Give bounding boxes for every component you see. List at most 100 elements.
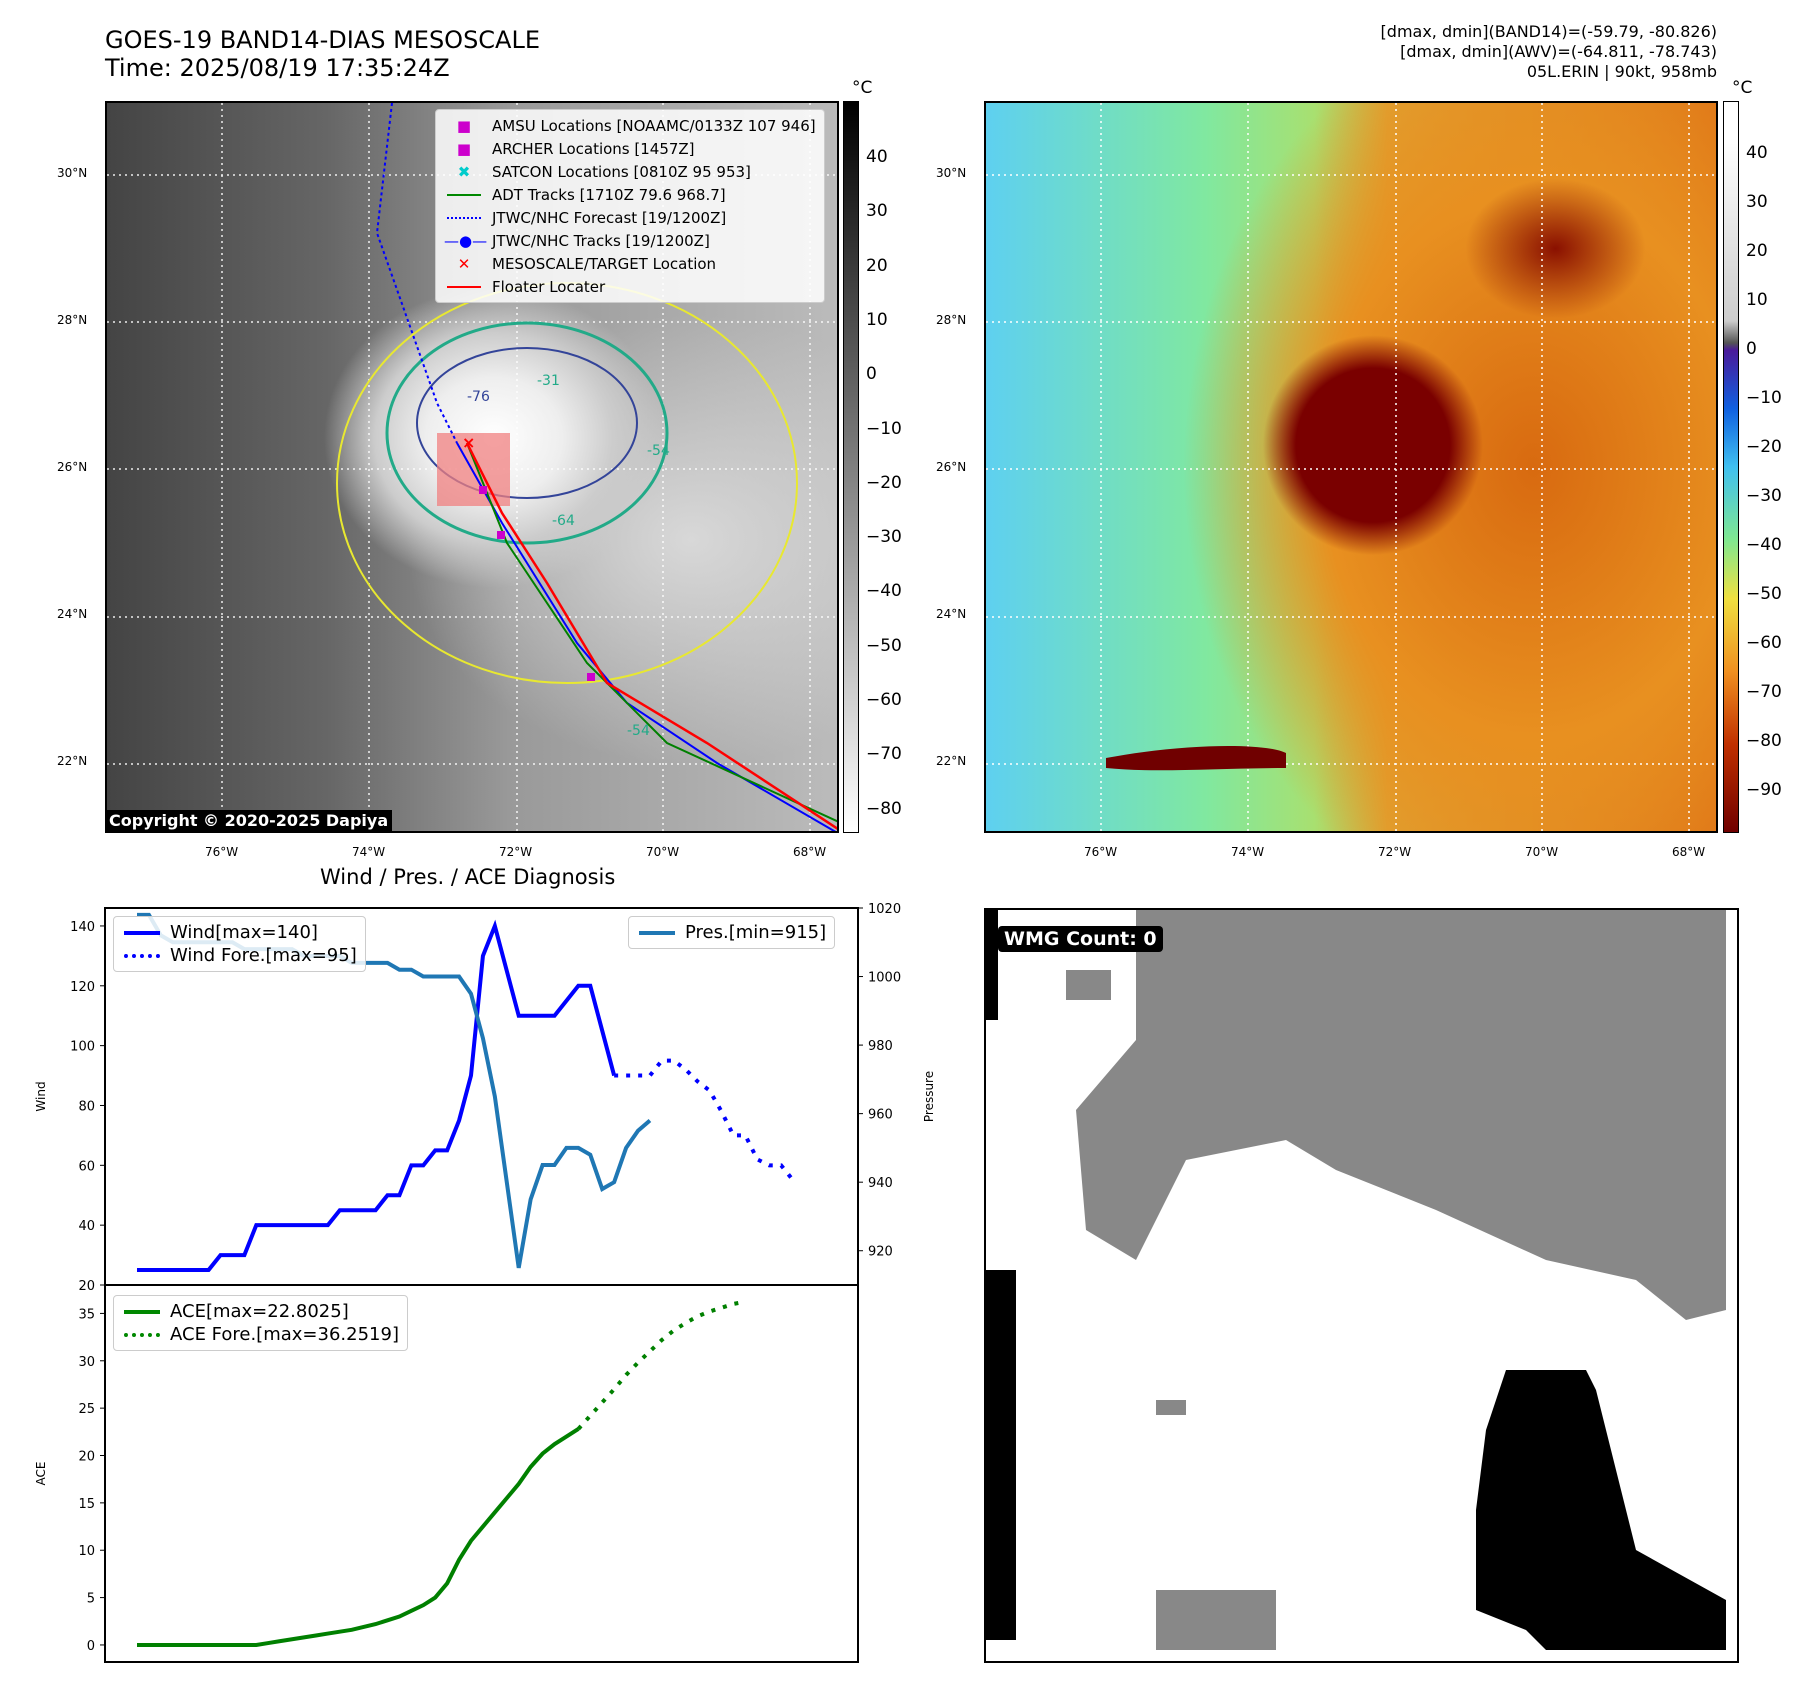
- legend-item: ADT Tracks [1710Z 79.6 968.7]: [444, 183, 816, 206]
- timestamp: Time: 2025/08/19 17:35:24Z: [105, 54, 450, 82]
- y-tick-label: 80: [78, 1099, 95, 1114]
- chart-title: Wind / Pres. / ACE Diagnosis: [320, 865, 616, 889]
- legend-label: AMSU Locations [NOAAMC/0133Z 107 946]: [492, 116, 816, 135]
- colorbar-tick: 0: [866, 364, 877, 385]
- colorbar-tick: −50: [866, 635, 902, 656]
- copyright-label: Copyright © 2020-2025 Dapiya: [105, 810, 393, 831]
- y-axis-label: Wind: [34, 1081, 48, 1111]
- legend-label: Floater Locater: [492, 277, 606, 296]
- colorbar-unit: °C: [1732, 78, 1753, 98]
- legend-item: ACE Fore.[max=36.2519]: [122, 1323, 399, 1346]
- colorbar-tick: −30: [1746, 486, 1782, 506]
- plot-frame: [104, 1284, 859, 1663]
- lat-label: 26°N: [57, 460, 88, 474]
- series-line-ace-fore-: [576, 1299, 746, 1431]
- lat-label: 30°N: [936, 166, 967, 180]
- colorbar-tick: −60: [1746, 633, 1782, 653]
- storm-info: 05L.ERIN | 90kt, 958mb: [1526, 62, 1717, 81]
- lat-label: 24°N: [57, 607, 88, 621]
- legend-item: Wind Fore.[max=95]: [122, 944, 357, 967]
- y-tick-label: 15: [78, 1497, 95, 1512]
- grid-overlay: [986, 103, 1716, 831]
- colorbar-tick: 10: [1746, 290, 1768, 310]
- y2-tick-label: 1000: [868, 971, 901, 986]
- colorbar-unit: °C: [852, 78, 873, 98]
- y-tick-label: 40: [78, 1219, 95, 1234]
- awv-range: [dmax, dmin](AWV)=(-64.811, -78.743): [1400, 42, 1717, 61]
- series-line-ace: [137, 1427, 580, 1647]
- series-line-wind-fore-: [614, 1058, 795, 1182]
- legend-label: ADT Tracks [1710Z 79.6 968.7]: [492, 185, 726, 204]
- legend-item: ■ AMSU Locations [NOAAMC/0133Z 107 946]: [456, 116, 816, 135]
- svg-text:×: ×: [462, 433, 475, 452]
- band14-range: [dmax, dmin](BAND14)=(-59.79, -80.826): [1380, 22, 1717, 41]
- y2-tick-label: 960: [868, 1108, 893, 1123]
- lon-label: 70°W: [1525, 845, 1559, 859]
- legend-label: Pres.[min=915]: [685, 922, 827, 943]
- wmg-count-label: WMG Count: 0: [998, 926, 1163, 952]
- ir-grayscale-map: × -76 -64 -54 -54 -31 ■ AMSU Locations [N…: [105, 101, 839, 833]
- wind-legend: Wind[max=140] Wind Fore.[max=95]: [113, 916, 366, 972]
- info-block: [dmax, dmin](BAND14)=(-59.79, -80.826) […: [1381, 22, 1717, 82]
- y-tick-label: 25: [78, 1402, 95, 1417]
- y-tick-label: 100: [70, 1040, 95, 1055]
- colorbar-tick: 40: [866, 147, 888, 167]
- colorbar-tick: 40: [1746, 143, 1768, 163]
- colorbar-tick: 30: [866, 201, 888, 222]
- legend-label: ACE[max=22.8025]: [170, 1301, 349, 1322]
- legend-item: Wind[max=140]: [122, 921, 357, 944]
- map-overlay: ×: [107, 103, 837, 831]
- ace-legend: ACE[max=22.8025] ACE Fore.[max=36.2519]: [113, 1295, 408, 1351]
- legend-label: Wind Fore.[max=95]: [170, 945, 357, 966]
- colorbar-tick: −90: [1746, 780, 1782, 800]
- lat-label: 22°N: [936, 754, 967, 768]
- lon-label: 68°W: [1672, 845, 1706, 859]
- colorbar-tick: −50: [1746, 584, 1782, 604]
- colorbar-tick: −20: [1746, 437, 1782, 457]
- pressure-legend: Pres.[min=915]: [628, 916, 836, 949]
- contour-label: -64: [552, 513, 575, 529]
- colorbar-tick: 30: [1746, 192, 1768, 212]
- legend-item: JTWC/NHC Forecast [19/1200Z]: [444, 206, 816, 229]
- legend-item: Floater Locater: [444, 275, 816, 298]
- legend-label: Wind[max=140]: [170, 922, 318, 943]
- legend-item: —●— JTWC/NHC Tracks [19/1200Z]: [444, 231, 710, 250]
- product-title: GOES-19 BAND14-DIAS MESOSCALE: [105, 26, 541, 54]
- wmg-grid: [986, 910, 1726, 1650]
- colorbar-tick: −10: [1746, 388, 1782, 408]
- contour-label: -76: [467, 389, 490, 405]
- legend-label: JTWC/NHC Forecast [19/1200Z]: [492, 208, 727, 227]
- y-tick-label: 20: [78, 1450, 95, 1465]
- lon-label: 70°W: [646, 845, 680, 859]
- colorbar-tick: −60: [866, 690, 902, 710]
- lat-label: 28°N: [57, 313, 88, 327]
- y-tick-label: 35: [78, 1307, 95, 1322]
- y2-axis-label: Pressure: [922, 1071, 936, 1122]
- colorbar-tick: −30: [866, 527, 902, 548]
- lon-label: 72°W: [499, 845, 533, 859]
- legend-item: ■ ARCHER Locations [1457Z]: [456, 139, 695, 158]
- contour-label: -31: [537, 373, 560, 389]
- y-tick-label: 10: [78, 1544, 95, 1559]
- contour-label: -54: [647, 443, 670, 459]
- y-tick-label: 140: [70, 920, 95, 935]
- legend-label: SATCON Locations [0810Z 95 953]: [492, 162, 751, 181]
- colorbar-tick: −40: [1746, 535, 1782, 555]
- colorbar-tick: −10: [866, 418, 902, 439]
- colorbar-tick: −70: [866, 744, 902, 765]
- y-tick-label: 30: [78, 1355, 95, 1370]
- lon-label: 72°W: [1378, 845, 1412, 859]
- lat-label: 22°N: [57, 754, 88, 768]
- colorbar-left: [843, 101, 859, 833]
- colorbar-tick: 0: [1746, 339, 1757, 359]
- contour-label: -54: [627, 723, 650, 739]
- y-tick-label: 60: [78, 1159, 95, 1174]
- lat-label: 30°N: [57, 166, 88, 180]
- colorbar-right: [1723, 101, 1739, 833]
- y-axis-label: ACE: [34, 1462, 48, 1486]
- colorbar-tick: 20: [866, 255, 888, 276]
- legend-label: MESOSCALE/TARGET Location: [492, 254, 717, 273]
- y2-tick-label: 940: [868, 1176, 893, 1191]
- legend-item: ✕ MESOSCALE/TARGET Location: [457, 254, 717, 273]
